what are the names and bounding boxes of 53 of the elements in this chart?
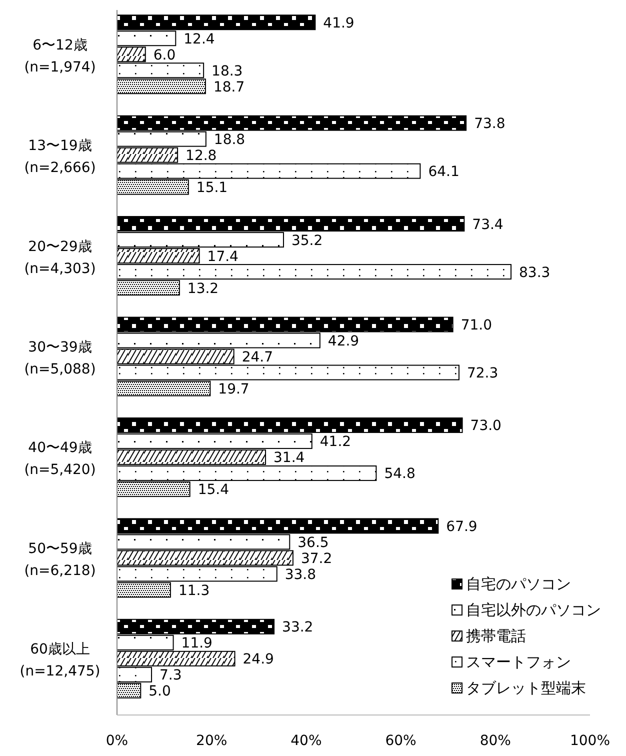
data-label: 35.2 xyxy=(291,232,323,249)
x-tick-label: 60% xyxy=(385,733,416,749)
data-label: 5.0 xyxy=(148,684,171,700)
x-tick-label: 100% xyxy=(570,733,610,749)
y-tick-label: 20〜29歳 (n=4,303) xyxy=(24,238,96,277)
data-label: 33.8 xyxy=(284,566,316,583)
data-label: 15.1 xyxy=(196,180,228,196)
data-label: 11.9 xyxy=(181,636,212,652)
data-label: 18.7 xyxy=(213,79,245,96)
legend-label: スマートフォン xyxy=(466,653,571,671)
data-label: 83.3 xyxy=(519,264,550,281)
x-tick-label: 0% xyxy=(106,733,128,749)
y-tick-label: 6〜12歳 (n=1,974) xyxy=(24,37,96,76)
y-tick-label: 13〜19歳 (n=2,666) xyxy=(24,138,96,176)
data-label: 31.4 xyxy=(274,450,305,466)
data-label: 42.9 xyxy=(328,334,360,350)
data-label: 72.3 xyxy=(466,366,498,382)
legend-label: 自宅のパソコン xyxy=(466,575,571,593)
data-label: 19.7 xyxy=(218,382,250,398)
data-label: 54.8 xyxy=(384,466,416,482)
data-label: 7.3 xyxy=(160,668,182,684)
data-label: 18.3 xyxy=(212,63,243,80)
data-label: 41.9 xyxy=(323,15,354,32)
legend-label: 携帯電話 xyxy=(466,627,526,645)
data-label: 64.1 xyxy=(428,164,460,180)
data-label: 24.7 xyxy=(242,350,274,366)
data-label: 73.0 xyxy=(470,418,502,434)
data-label: 73.8 xyxy=(474,116,506,132)
data-label: 36.5 xyxy=(298,534,329,551)
data-label: 24.9 xyxy=(242,652,274,668)
legend-label: タブレット型端末 xyxy=(466,679,586,697)
y-tick-label: 60歳以上 (n=12,475) xyxy=(20,642,100,680)
data-label: 12.8 xyxy=(186,148,217,164)
data-label: 15.4 xyxy=(198,482,230,498)
x-tick-label: 80% xyxy=(480,733,511,749)
data-label: 13.2 xyxy=(187,280,219,297)
y-tick-label: 40〜49歳 (n=5,420) xyxy=(24,440,96,478)
y-tick-label: 30〜39歳 (n=5,088) xyxy=(24,340,96,378)
data-label: 71.0 xyxy=(460,318,492,334)
data-label: 41.2 xyxy=(320,434,352,450)
data-label: 11.3 xyxy=(178,582,210,599)
x-tick-label: 40% xyxy=(290,733,322,749)
y-tick-label: 50〜59歳 (n=6,218) xyxy=(24,540,96,579)
data-label: 17.4 xyxy=(207,248,239,265)
data-label: 6.0 xyxy=(153,47,176,64)
legend-label: 自宅以外のパソコン xyxy=(466,601,601,619)
data-label: 12.4 xyxy=(184,31,215,48)
data-label: 73.4 xyxy=(472,216,504,233)
data-label: 33.2 xyxy=(282,620,314,636)
data-label: 37.2 xyxy=(300,550,332,567)
data-label: 18.8 xyxy=(214,132,246,148)
x-tick-label: 20% xyxy=(196,733,228,749)
data-label: 67.9 xyxy=(446,518,478,535)
